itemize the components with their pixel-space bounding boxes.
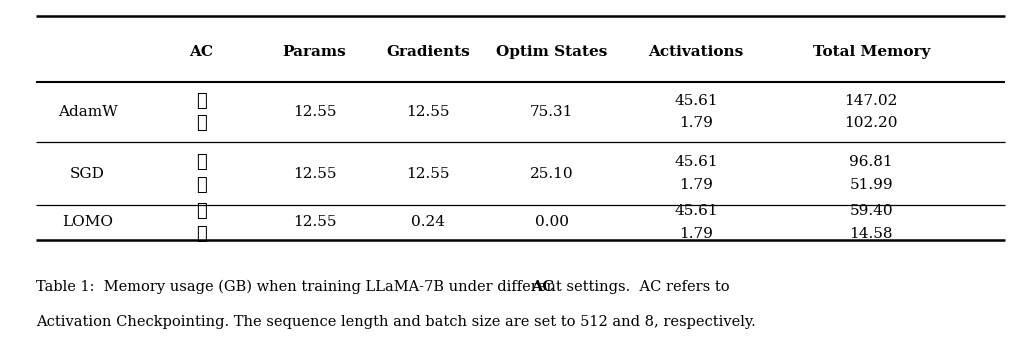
Text: ✗: ✗: [196, 153, 206, 172]
Text: AC: AC: [189, 44, 213, 59]
Text: 0.24: 0.24: [411, 215, 444, 230]
Text: 12.55: 12.55: [406, 167, 450, 180]
Text: ✓: ✓: [196, 176, 206, 194]
Text: 51.99: 51.99: [850, 178, 893, 192]
Text: 45.61: 45.61: [674, 94, 718, 108]
Text: 75.31: 75.31: [530, 105, 573, 119]
Text: 0.00: 0.00: [535, 215, 568, 230]
Text: ✓: ✓: [196, 114, 206, 132]
Text: Activation Checkpointing. The sequence length and batch size are set to 512 and : Activation Checkpointing. The sequence l…: [36, 315, 756, 329]
Text: Activations: Activations: [648, 44, 743, 59]
Text: 102.20: 102.20: [844, 116, 898, 130]
Text: 1.79: 1.79: [679, 178, 712, 192]
Text: Table 1:  Memory usage (GB) when training LLaMA-7B under different settings.  AC: Table 1: Memory usage (GB) when training…: [36, 279, 730, 294]
Text: Gradients: Gradients: [386, 44, 470, 59]
Text: Total Memory: Total Memory: [812, 44, 930, 59]
Text: LOMO: LOMO: [62, 215, 113, 230]
Text: 1.79: 1.79: [679, 116, 712, 130]
Text: 147.02: 147.02: [844, 94, 898, 108]
Text: 14.58: 14.58: [850, 227, 893, 241]
Text: 59.40: 59.40: [850, 204, 893, 218]
Text: SGD: SGD: [70, 167, 105, 180]
Text: 45.61: 45.61: [674, 156, 718, 169]
Text: 25.10: 25.10: [530, 167, 573, 180]
Text: 12.55: 12.55: [406, 105, 450, 119]
Text: 45.61: 45.61: [674, 204, 718, 218]
Text: Params: Params: [282, 44, 346, 59]
Text: 96.81: 96.81: [850, 156, 893, 169]
Text: ✗: ✗: [196, 92, 206, 110]
Text: 1.79: 1.79: [679, 227, 712, 241]
Text: ✓: ✓: [196, 225, 206, 242]
Text: AdamW: AdamW: [58, 105, 118, 119]
Text: 12.55: 12.55: [293, 105, 336, 119]
Text: ✗: ✗: [196, 203, 206, 220]
Text: 12.55: 12.55: [293, 215, 336, 230]
Text: AC: AC: [531, 279, 554, 294]
Text: Optim States: Optim States: [496, 44, 607, 59]
Text: 12.55: 12.55: [293, 167, 336, 180]
